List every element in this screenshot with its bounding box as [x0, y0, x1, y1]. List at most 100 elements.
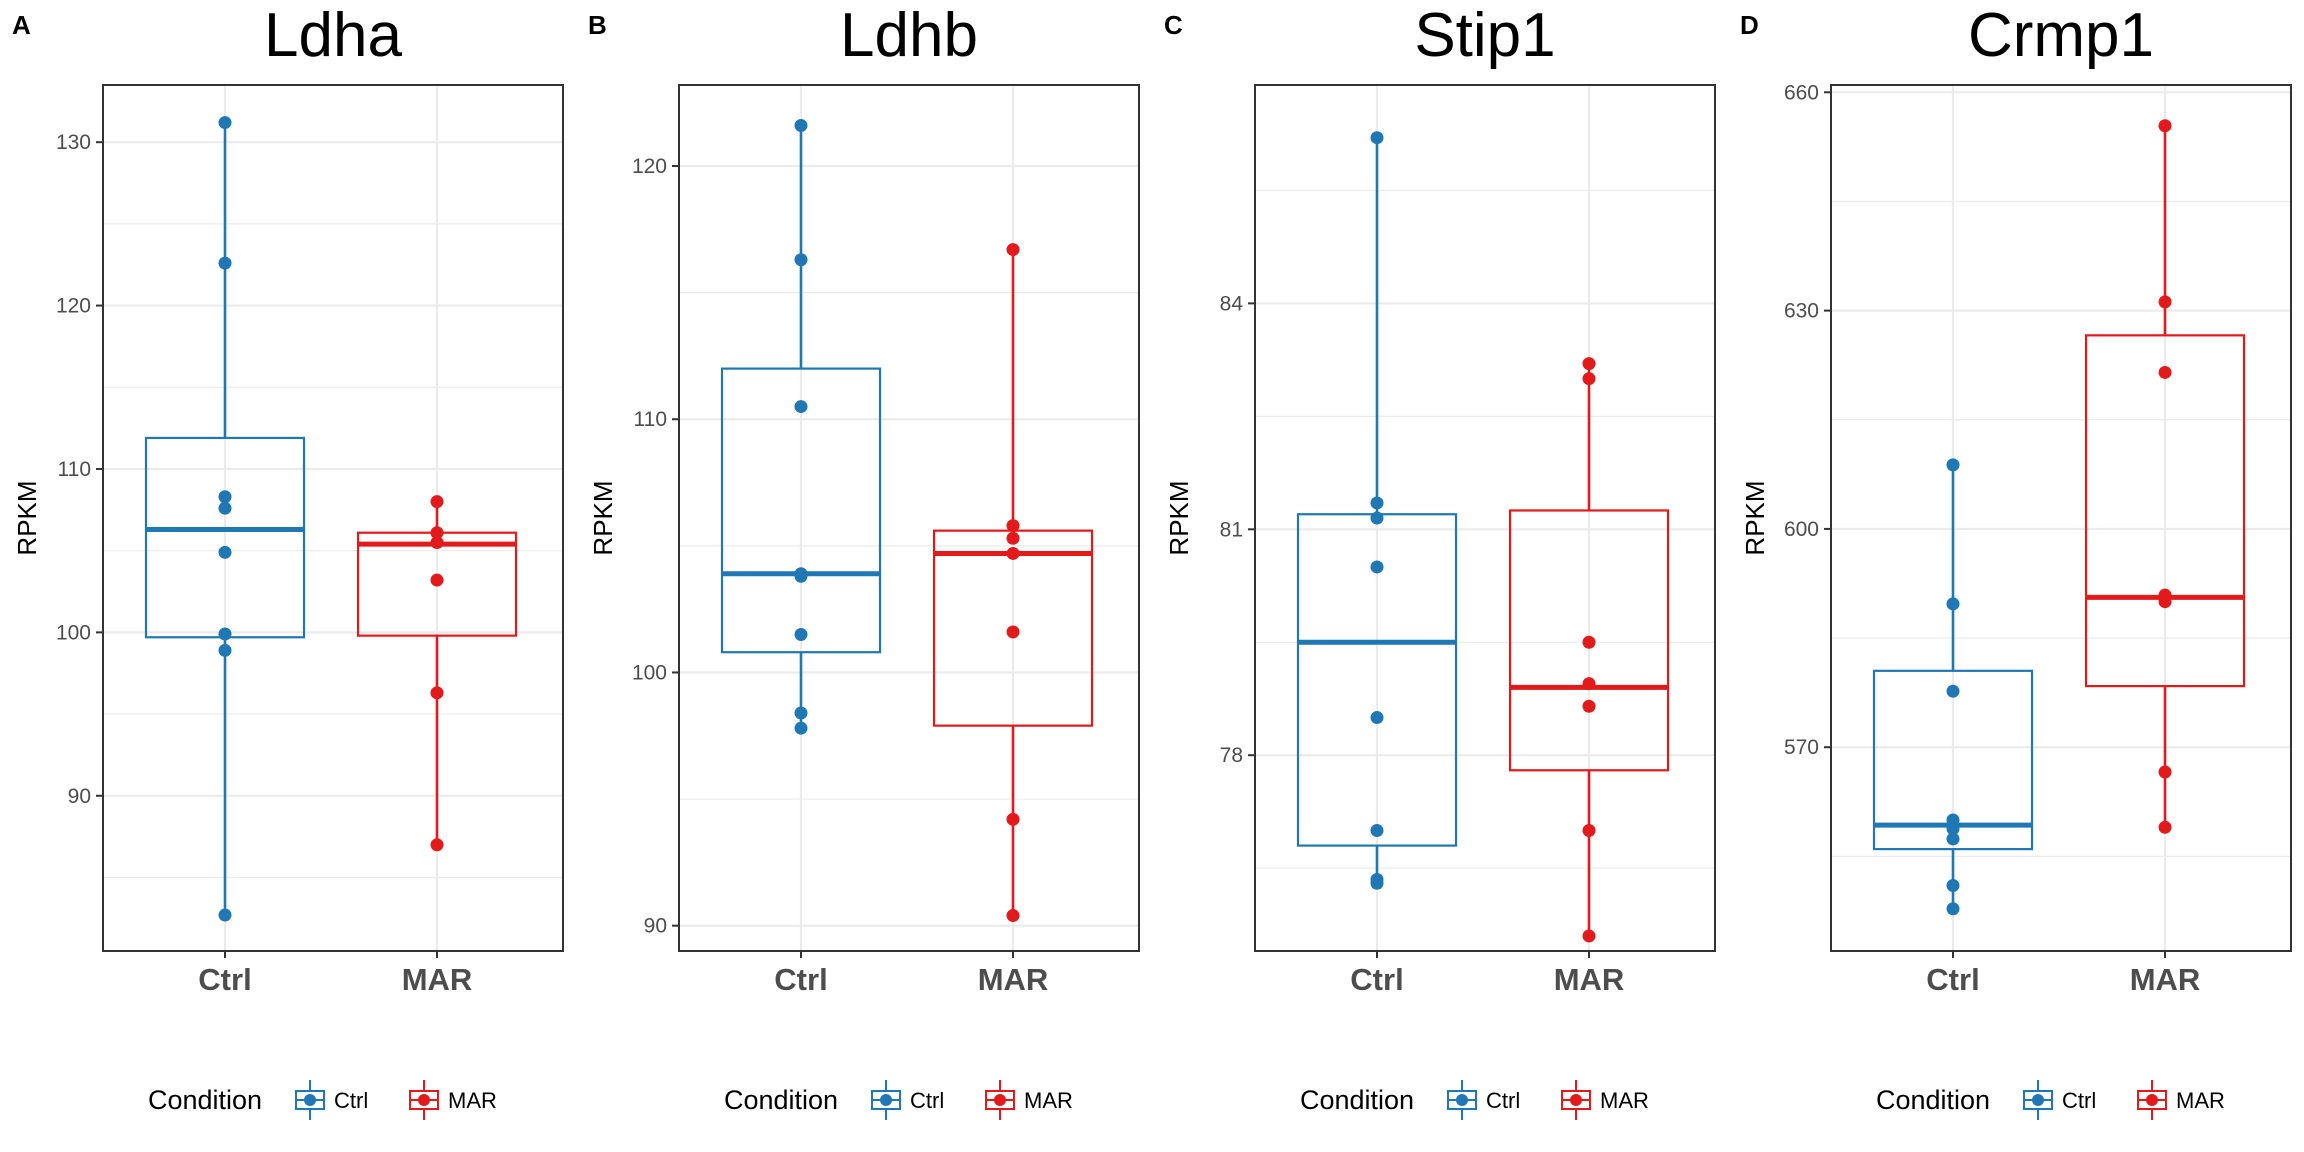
data-point [794, 400, 808, 414]
data-point [1006, 909, 1020, 923]
data-point [430, 526, 444, 540]
data-point [430, 686, 444, 700]
legend-label: MAR [2176, 1088, 2225, 1113]
y-tick-label: 100 [632, 661, 667, 684]
x-tick-label: MAR [978, 962, 1049, 997]
y-tick-label: 570 [1784, 736, 1819, 759]
data-point [794, 721, 808, 735]
data-point [1370, 711, 1384, 725]
panel-c: C Stip1 78 81 84 Ctrl MAR RPKM Condition Ctrl MAR [1164, 1, 1716, 1120]
y-axis-title: RPKM [588, 480, 618, 555]
data-point [1946, 597, 1960, 611]
data-point [1582, 929, 1596, 943]
y-tick-label: 110 [58, 458, 91, 481]
y-tick-label: 660 [1784, 81, 1819, 104]
x-tick-label: Ctrl [1926, 962, 1979, 997]
data-point [430, 495, 444, 509]
y-tick-label: 81 [1220, 518, 1243, 541]
box-ctrl [1872, 458, 2034, 916]
legend-label: Ctrl [334, 1088, 368, 1113]
y-tick-label: 600 [1784, 518, 1819, 541]
box-ctrl [144, 116, 306, 922]
y-axis-title: RPKM [1164, 480, 1194, 555]
data-point [218, 627, 232, 641]
panel-tag: D [1740, 10, 1759, 40]
data-point [218, 501, 232, 515]
panel-border [102, 84, 564, 952]
legend-title: Condition [1876, 1085, 1990, 1115]
data-point [2158, 820, 2172, 834]
legend-label: Ctrl [2062, 1088, 2096, 1113]
data-point [1582, 699, 1596, 713]
legend-key-point [2032, 1094, 2044, 1106]
panel-d: D Crmp1 570 600 630 660 Ctrl MAR RPKM Condition Ct… [1740, 1, 2292, 1120]
legend-title: Condition [724, 1085, 838, 1115]
data-point [1582, 824, 1596, 838]
data-point [1370, 824, 1384, 838]
y-tick-label: 630 [1784, 300, 1819, 323]
legend-key-ctrl: Ctrl [871, 1080, 944, 1120]
iqr-box [1872, 669, 2034, 851]
plot-background [1831, 85, 2291, 951]
data-point [1582, 635, 1596, 649]
box-mar [1508, 357, 1670, 943]
data-point [1006, 812, 1020, 826]
panel-tag: B [588, 10, 607, 40]
legend-key-mar: MAR [2137, 1080, 2225, 1120]
data-point [218, 545, 232, 559]
box-mar [2084, 119, 2246, 834]
legend-title: Condition [1300, 1085, 1414, 1115]
panel-tag: A [12, 10, 31, 40]
y-tick-label: 90 [68, 785, 91, 808]
x-tick-label: MAR [2130, 962, 2201, 997]
legend-label: Ctrl [1486, 1088, 1520, 1113]
legend-key-mar: MAR [1561, 1080, 1649, 1120]
legend-key-point [880, 1094, 892, 1106]
panel-border [1254, 84, 1716, 952]
y-axis-title: RPKM [1740, 480, 1770, 555]
legend-label: MAR [1024, 1088, 1073, 1113]
legend: Condition Ctrl MAR [1300, 1080, 1649, 1120]
legend-key-point [994, 1094, 1006, 1106]
data-point [794, 569, 808, 583]
data-point [218, 643, 232, 657]
y-tick-label: 100 [56, 621, 91, 644]
iqr-box [2084, 334, 2246, 688]
data-point [218, 256, 232, 270]
data-point [1946, 458, 1960, 472]
y-tick-label: 78 [1220, 744, 1243, 767]
box-ctrl [720, 119, 882, 735]
legend: Condition Ctrl MAR [1876, 1080, 2225, 1120]
data-point [1370, 496, 1384, 510]
data-point [1370, 131, 1384, 145]
data-point [430, 573, 444, 587]
panel-tag: C [1164, 10, 1183, 40]
data-point [1946, 684, 1960, 698]
plot-background [679, 85, 1139, 951]
legend-key-ctrl: Ctrl [295, 1080, 368, 1120]
data-point [794, 706, 808, 720]
plot-background [103, 85, 563, 951]
data-point [794, 627, 808, 641]
panel-title: Ldhb [840, 1, 978, 70]
legend-key-point [1456, 1094, 1468, 1106]
y-tick-label: 110 [634, 408, 667, 431]
panel-title: Stip1 [1414, 1, 1555, 70]
data-point [218, 490, 232, 504]
data-point [1946, 902, 1960, 916]
panel-title: Crmp1 [1968, 1, 2154, 70]
data-point [1006, 243, 1020, 257]
panel-b: B Ldhb 90 100 110 120 Ctrl MAR RPKM Condition Ctrl… [588, 1, 1140, 1120]
data-point [218, 908, 232, 922]
data-point [1946, 822, 1960, 836]
y-tick-label: 90 [644, 915, 667, 938]
box-mar [356, 495, 518, 852]
data-point [218, 116, 232, 130]
data-point [794, 119, 808, 133]
data-point [2158, 595, 2172, 609]
legend-key-point [418, 1094, 430, 1106]
data-point [1006, 531, 1020, 545]
y-tick-label: 130 [56, 131, 91, 154]
data-point [2158, 295, 2172, 309]
